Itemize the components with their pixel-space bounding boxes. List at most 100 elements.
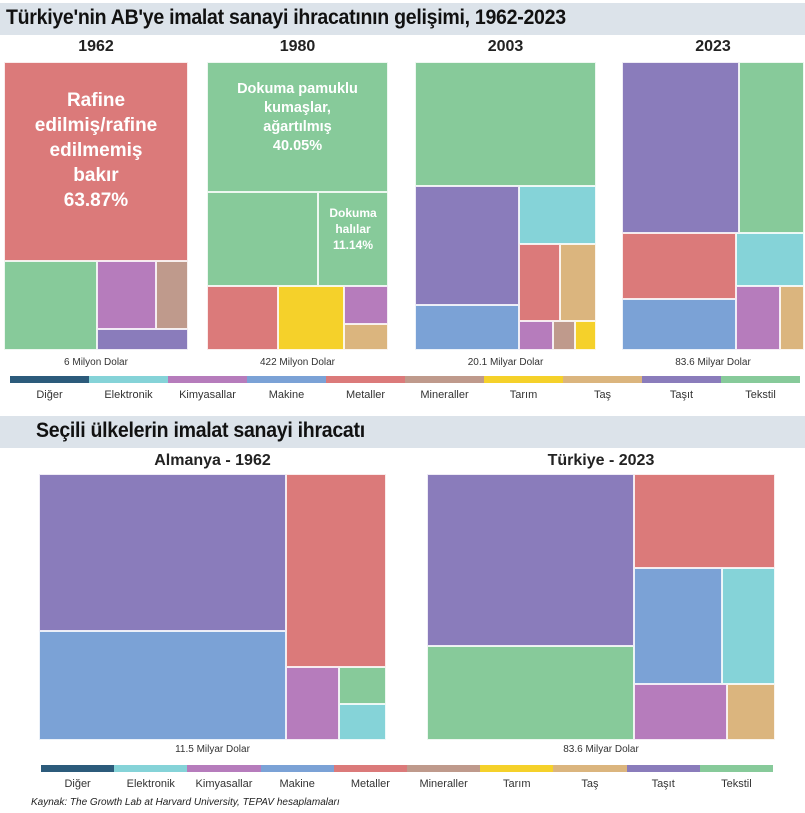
legend-swatch	[642, 376, 721, 383]
legend-item-elektronik: Elektronik	[89, 376, 168, 404]
legend-swatch	[721, 376, 800, 383]
total-2023: 83.6 Milyar Dolar	[675, 357, 751, 368]
treemap-cell-metaller	[4, 62, 188, 261]
legend-item-metaller: Metaller	[333, 765, 407, 793]
treemap-cell-kimyasallar	[344, 286, 388, 324]
treemap-cell-tekstil	[415, 62, 596, 186]
legend-label: Metaller	[345, 389, 386, 401]
treemap-cell-makine	[415, 305, 519, 350]
legend-label: Tarım	[503, 778, 531, 790]
treemap-cell-elektronik	[519, 186, 596, 244]
treemap-label-line: edilmiş/rafine	[34, 115, 158, 137]
legend-item-elektronik: Elektronik	[114, 765, 188, 793]
treemap-almanya-1962	[39, 474, 386, 740]
total-almanya-1962: 11.5 Milyar Dolar	[175, 744, 250, 755]
treemap-label-line: bakır	[73, 165, 119, 187]
legend-swatch	[484, 376, 563, 383]
treemap-label-line: 40.05%	[272, 138, 323, 155]
legend-swatch	[699, 765, 773, 772]
legend-swatch	[41, 765, 115, 772]
legend-label: Metaller	[350, 778, 390, 790]
treemap-cell-kimyasallar	[97, 261, 156, 329]
treemap-cell-tekstil	[339, 667, 386, 704]
legend-item-tas: Taş	[563, 376, 642, 404]
legend-label: Kimyasallar	[179, 389, 236, 401]
legend-item-kimyasallar: Kimyasallar	[168, 376, 247, 404]
legend-swatch	[114, 765, 188, 772]
legend-label: Tarım	[509, 389, 538, 401]
treemap-cell-tekstil	[318, 192, 388, 286]
treemap-label-line: Dokuma	[329, 206, 377, 220]
panel-title-2003: 2003	[487, 38, 524, 55]
treemap-cell-mineraller	[553, 321, 575, 350]
legend-item-tas: Taş	[553, 765, 627, 793]
legend-label: Elektronik	[104, 389, 153, 401]
treemap-cell-tas	[560, 244, 596, 321]
treemap-cell-kimyasallar	[286, 667, 339, 740]
treemap-label-line: ağartılmış	[263, 119, 332, 136]
legend-swatch	[326, 376, 405, 383]
legend-swatch	[407, 765, 481, 772]
legend-item-diger: Diğer	[41, 765, 115, 793]
legend-swatch	[480, 765, 554, 772]
treemap-cell-metaller	[622, 233, 736, 299]
treemap-cell-tekstil	[207, 192, 318, 286]
legend-item-tarim: Tarım	[480, 765, 554, 793]
legend-swatch	[405, 376, 484, 383]
legend-label: Taş	[593, 389, 612, 401]
treemap-2003	[415, 62, 596, 350]
legend-label: Taşıt	[651, 778, 675, 790]
treemap-cell-tekstil	[4, 261, 97, 350]
legend-item-makine: Makine	[260, 765, 334, 793]
panel-title-turkiye-2023: Türkiye - 2023	[547, 452, 655, 469]
treemap-label-line: edilmemiş	[49, 140, 143, 162]
panel-title-1980: 1980	[279, 38, 316, 55]
total-turkiye-2023: 83.6 Milyar Dolar	[563, 744, 639, 755]
legend-item-mineraller: Mineraller	[407, 765, 481, 793]
treemap-cell-tekstil	[427, 646, 634, 740]
treemap-label-line: 63.87%	[63, 190, 129, 212]
treemap-cell-elektronik	[339, 704, 386, 740]
treemap-label-line: Dokuma pamuklu	[237, 81, 358, 97]
legend-label: Mineraller	[419, 778, 468, 790]
legend-swatch	[10, 376, 89, 383]
treemap-cell-metaller	[634, 474, 775, 568]
panel-title-1962: 1962	[78, 38, 114, 55]
legend-label: Tekstil	[721, 778, 752, 790]
legend-swatch	[247, 376, 326, 383]
legend-swatch	[168, 376, 247, 383]
treemap-cell-makine	[622, 299, 736, 350]
legend-swatch	[333, 765, 407, 772]
treemap-label: Rafine edilmiş/rafine edilmemiş bakır 63.87%	[4, 88, 188, 213]
treemap-label-line: kumaşlar,	[264, 100, 331, 117]
treemap-turkiye-2023	[427, 474, 775, 740]
legend-swatch	[553, 765, 627, 772]
panel-title-2023: 2023	[695, 38, 731, 55]
legend-swatch	[563, 376, 642, 383]
legend-item-makine: Makine	[247, 376, 326, 404]
legend-label: Makine	[268, 389, 305, 401]
treemap-cell-tarim	[278, 286, 344, 350]
treemap-cell-tasit	[622, 62, 739, 233]
legend-swatch	[260, 765, 334, 772]
treemap-cell-tasit	[415, 186, 519, 305]
legend-top: Diğer Elektronik Kimyasallar Makine Metaller…	[10, 376, 800, 404]
legend-item-mineraller: Mineraller	[405, 376, 484, 404]
treemap-label: Dokuma pamuklu kumaşlar, ağartılmış 40.05%	[207, 80, 388, 157]
treemap-label-line: halılar	[335, 221, 371, 236]
header-banner: Türkiye'nin AB'ye imalat sanayi ihracatı…	[0, 3, 805, 35]
legend-swatch	[89, 376, 168, 383]
treemap-cell-makine	[39, 631, 286, 740]
treemap-cell-tas	[727, 684, 775, 740]
treemap-cell-metaller	[207, 286, 278, 350]
source-note: Kaynak: The Growth Lab at Harvard Univer…	[31, 797, 340, 808]
treemap-cell-tekstil	[739, 62, 804, 233]
treemap-cell-elektronik	[722, 568, 775, 684]
legend-label: Mineraller	[420, 389, 469, 401]
treemap-cell-elektronik	[736, 233, 804, 286]
legend-label: Taşıt	[669, 389, 694, 401]
legend-swatch	[626, 765, 700, 772]
legend-item-tarim: Tarım	[484, 376, 563, 404]
treemap-label-line: 11.14%	[332, 237, 374, 252]
legend-label: Elektronik	[126, 778, 175, 790]
